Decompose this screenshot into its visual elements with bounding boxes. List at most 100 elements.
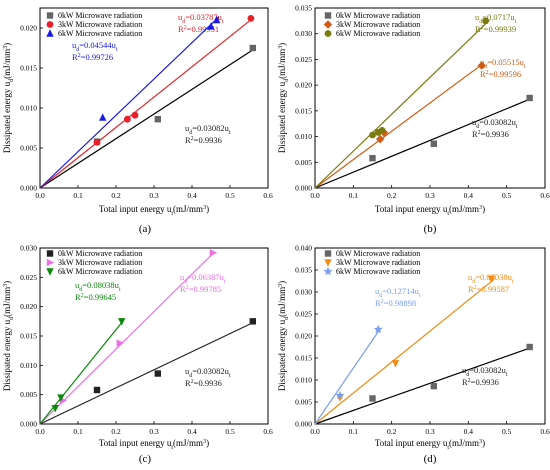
y-tick-label: 0.035 <box>295 266 312 275</box>
legend-marker <box>46 29 54 37</box>
panel-b: 0.0 0.1 0.2 0.3 0.4 0.5 0.6 0.000 0.005 0.010 0.01… <box>277 4 550 236</box>
x-tick-label: 0.6 <box>540 427 550 436</box>
data-point <box>57 394 65 402</box>
legend-label: 0kW Microwave radiation <box>336 249 420 258</box>
y-axis-label: Dissipated energy ud(mJ/mm3) <box>277 281 290 391</box>
y-tick-label: 0.010 <box>295 376 312 385</box>
data-point <box>526 94 533 102</box>
fit-line <box>314 347 530 425</box>
y-tick-label: 0.015 <box>295 354 312 363</box>
legend-marker <box>46 21 54 28</box>
legend-marker <box>46 258 55 267</box>
data-point <box>154 370 161 377</box>
data-point <box>369 395 376 402</box>
data-point <box>369 131 376 139</box>
data-point <box>369 154 376 162</box>
fit-r-squared: R2=0.99596 <box>480 69 521 79</box>
legend-marker <box>46 12 54 19</box>
legend-label: 3kW Microwave radiation <box>336 20 420 29</box>
y-tick-label: 0.030 <box>295 29 312 38</box>
fit-r-squared: R2=0.9936 <box>462 377 499 387</box>
fit-equation: ud=0.12714ut <box>375 286 421 299</box>
y-tick-label: 0.010 <box>20 361 37 370</box>
data-point <box>249 318 256 325</box>
data-point <box>391 360 400 368</box>
x-tick-label: 0.0 <box>35 191 45 200</box>
fit-r-squared: R2=0.99951 <box>178 24 219 34</box>
y-tick-label: 0.035 <box>295 4 312 13</box>
data-point <box>430 382 438 390</box>
fit-equation: ud=0.06387ut <box>180 272 226 285</box>
fit-line <box>39 16 220 189</box>
y-tick-label: 0.020 <box>20 24 37 33</box>
fit-line <box>39 319 125 425</box>
y-tick-label: 0.020 <box>20 302 37 311</box>
y-tick-label: 0.030 <box>20 244 37 253</box>
fit-equation: ud=0.08038ut <box>75 280 121 293</box>
x-tick-label: 0.0 <box>310 191 320 200</box>
y-tick-label: 0.000 <box>20 420 37 429</box>
x-tick-label: 0.0 <box>310 427 320 436</box>
fit-equation: ud=0.03787ut <box>178 12 224 25</box>
x-tick-label: 0.3 <box>149 427 159 436</box>
fit-r-squared: R2=0.98898 <box>375 298 416 308</box>
y-tick-label: 0.005 <box>20 144 37 153</box>
legend-label: 0kW Microwave radiation <box>336 11 420 20</box>
fit-line <box>39 49 254 189</box>
x-tick-label: 0.3 <box>425 191 435 200</box>
fit-r-squared: R2=0.9936 <box>185 135 222 145</box>
panel-c: 0.0 0.1 0.2 0.3 0.4 0.5 0.6 0.000 0.005 0.010 0.01… <box>2 244 273 466</box>
fit-line <box>314 19 490 189</box>
y-tick-label: 0.005 <box>295 158 312 167</box>
panel-caption: (b) <box>424 223 437 235</box>
y-axis-label: Dissipated energy ud(mJ/mm3) <box>2 43 15 153</box>
fit-equation: ud=0.04544ut <box>72 40 118 53</box>
x-tick-label: 0.5 <box>225 191 235 200</box>
legend-label: 0kW Microwave radiation <box>58 11 142 20</box>
data-point <box>213 15 221 24</box>
fit-equation: ud=0.03082ut <box>185 366 231 379</box>
fit-r-squared: R2=0.99939 <box>475 24 516 34</box>
data-point <box>93 386 101 394</box>
x-tick-label: 0.3 <box>425 427 435 436</box>
fit-equation: ud=0.03082ut <box>462 365 508 378</box>
panel-d: 0.0 0.1 0.2 0.3 0.4 0.5 0.6 0.000 0.005 0.010 0.01… <box>277 244 550 466</box>
y-tick-label: 0.010 <box>295 132 312 141</box>
data-point <box>487 275 496 283</box>
fit-equation: ud=0.05515ut <box>480 57 526 70</box>
y-tick-label: 0.040 <box>295 244 312 253</box>
y-tick-label: 0.020 <box>295 81 312 90</box>
x-axis-label: Total input energy ut(mJ/mm3) <box>375 204 485 217</box>
data-point <box>247 15 255 22</box>
legend-label: 3kW Microwave radiation <box>58 258 142 267</box>
fit-line <box>314 328 381 425</box>
data-point <box>99 113 107 121</box>
x-tick-label: 0.1 <box>73 191 83 200</box>
fit-r-squared: R2=0.99785 <box>180 284 221 294</box>
x-tick-label: 0.1 <box>73 427 83 436</box>
legend-label: 6kW Microwave radiation <box>336 267 420 276</box>
legend-label: 6kW Microwave radiation <box>58 29 142 38</box>
x-tick-label: 0.2 <box>111 191 121 200</box>
legend-marker <box>323 266 333 276</box>
legend-marker <box>324 259 332 267</box>
data-point <box>93 139 101 146</box>
data-point <box>477 61 486 70</box>
x-axis-label: Total input energy ut(mJ/mm3) <box>375 438 485 451</box>
fit-r-squared: R2=0.9936 <box>185 378 222 388</box>
x-tick-label: 0.5 <box>502 427 512 436</box>
y-tick-label: 0.005 <box>20 390 37 399</box>
data-point <box>430 140 438 147</box>
data-point <box>373 324 383 334</box>
y-tick-label: 0.015 <box>20 332 37 341</box>
legend-label: 6kW Microwave radiation <box>58 267 142 276</box>
y-tick-label: 0.010 <box>20 104 37 113</box>
x-tick-label: 0.0 <box>35 427 45 436</box>
x-tick-label: 0.4 <box>464 427 474 436</box>
x-tick-label: 0.6 <box>263 427 273 436</box>
x-tick-label: 0.4 <box>187 427 197 436</box>
data-point <box>482 17 489 25</box>
x-tick-label: 0.5 <box>502 191 512 200</box>
